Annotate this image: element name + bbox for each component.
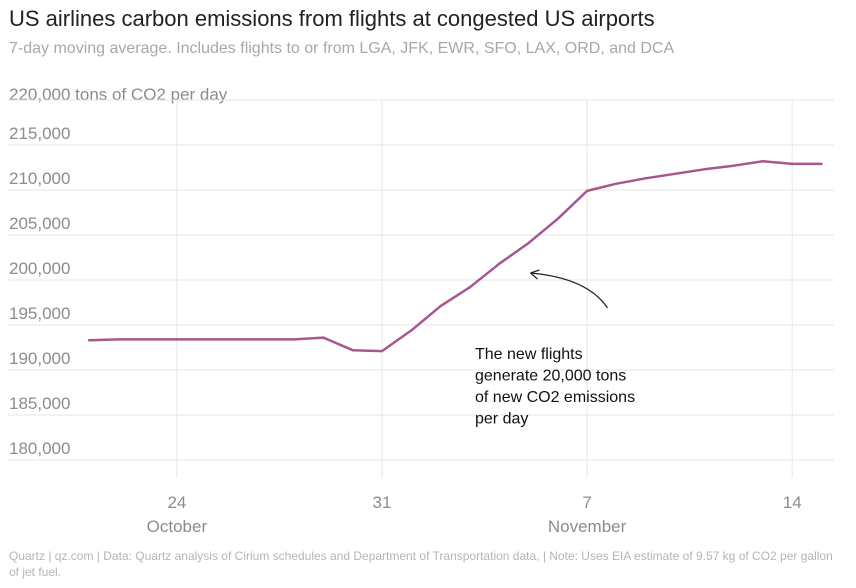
y-tick-label: 200,000 (9, 259, 70, 278)
data-point (527, 241, 530, 245)
data-point (556, 217, 559, 220)
data-point (732, 164, 735, 167)
data-point (205, 338, 208, 341)
emissions-line (88, 159, 822, 353)
data-point (820, 162, 823, 166)
annotation-text-line: of new CO2 emissions (475, 389, 635, 406)
data-point (439, 304, 442, 308)
data-point (87, 339, 91, 342)
y-tick-label: 195,000 (9, 304, 70, 323)
x-tick-label: 24 (167, 493, 186, 512)
annotation-text-line: The new flights (475, 346, 583, 363)
data-point (761, 160, 765, 163)
x-month-label: November (548, 517, 627, 536)
data-point (703, 168, 706, 171)
data-point (380, 349, 384, 353)
chart-title: US airlines carbon emissions from flight… (9, 6, 655, 31)
x-tick-label: 7 (582, 493, 591, 512)
data-point (468, 286, 472, 289)
y-axis-unit-label: 220,000 tons of CO2 per day (9, 85, 228, 104)
data-point (117, 338, 120, 341)
annotation-text-line: generate 20,000 tons (475, 368, 626, 385)
x-tick-label: 14 (783, 493, 802, 512)
y-tick-label: 205,000 (9, 214, 70, 233)
y-tick-label: 210,000 (9, 169, 70, 188)
y-tick-label: 185,000 (9, 394, 70, 413)
annotation-arrow (530, 272, 608, 309)
chart-subtitle: 7-day moving average. Includes flights t… (9, 40, 675, 57)
data-point (322, 336, 325, 339)
x-month-label: October (147, 517, 208, 536)
annotation-arrowhead (530, 269, 540, 280)
data-point (175, 338, 179, 341)
data-point (644, 177, 647, 180)
data-point (234, 338, 237, 341)
data-point (791, 162, 794, 166)
data-point (410, 329, 413, 332)
data-point (615, 182, 618, 185)
annotation-text-line: per day (475, 411, 528, 428)
chart-footer: Quartz | qz.com | Data: Quartz analysis … (9, 549, 833, 579)
data-point (263, 338, 266, 341)
y-tick-label: 190,000 (9, 349, 70, 368)
data-point (498, 262, 501, 265)
data-point (146, 338, 149, 341)
y-tick-label: 215,000 (9, 124, 70, 143)
x-tick-label: 31 (373, 493, 392, 512)
y-tick-label: 180,000 (9, 439, 70, 458)
data-point (673, 172, 677, 175)
data-point (292, 338, 296, 341)
data-point (585, 189, 589, 193)
data-point (351, 349, 354, 352)
